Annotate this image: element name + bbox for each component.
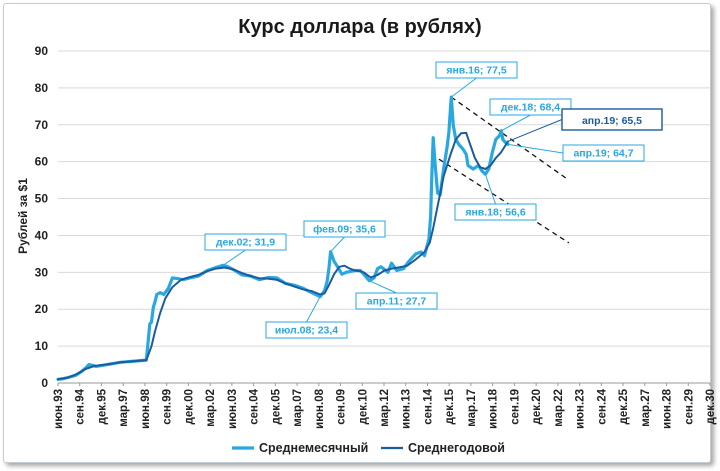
- annotation-box: [454, 203, 537, 221]
- annotation-box: [561, 108, 663, 131]
- x-tick-label: мар.97: [118, 389, 130, 427]
- y-tick-label: 20: [35, 302, 49, 316]
- trendline: [431, 153, 570, 244]
- x-tick-label: дек.95: [96, 388, 108, 424]
- x-tick-label: мар.12: [379, 389, 391, 427]
- annotation-label: фев.09; 35,6: [313, 224, 376, 236]
- data-annotations: дек.02; 31,9 июл.08; 23,4 фев.09; 35,6 апр.…: [204, 61, 663, 339]
- x-tick-label: сен.94: [75, 388, 87, 424]
- x-tick-label: сен.24: [596, 388, 608, 424]
- x-tick-label: мар.17: [466, 389, 478, 427]
- annotation-callout: апр.19; 65,5: [507, 108, 663, 142]
- trendlines: [431, 96, 570, 244]
- annotation-callout: янв.18; 56,6: [454, 174, 537, 221]
- x-tick-label: июн.23: [575, 389, 587, 429]
- annotation-callout: июл.08; 23,4: [265, 296, 348, 339]
- x-tick-label: дек.30: [705, 389, 717, 424]
- x-tick-label: сен.29: [683, 389, 695, 425]
- x-tick-label: дек.00: [183, 389, 195, 424]
- y-tick-label: 60: [35, 155, 49, 169]
- y-tick-label: 0: [41, 376, 48, 390]
- annotation-box: [303, 220, 386, 238]
- x-tick-label: июн.28: [662, 388, 674, 428]
- annotation-box: [355, 292, 438, 310]
- annotation-callout: янв.16; 77,5: [435, 61, 518, 98]
- gridlines: [58, 50, 710, 384]
- annotation-leader: [306, 296, 321, 323]
- annotation-leader: [222, 249, 246, 266]
- annotation-box: [562, 144, 645, 162]
- x-tick-label: июн.08: [314, 388, 326, 428]
- annotation-leader: [507, 119, 563, 142]
- y-tick-label: 50: [35, 192, 49, 206]
- x-tick-label: мар.07: [292, 389, 304, 427]
- x-tick-label: дек.25: [618, 388, 630, 424]
- annotation-box: [489, 98, 572, 116]
- annotation-leader: [507, 143, 564, 154]
- y-axis-ticks: 0 10 20 30 40 50 60 70 80 90: [35, 44, 49, 390]
- series-line: [57, 131, 509, 381]
- y-tick-label: 40: [35, 228, 49, 242]
- x-tick-label: мар.02: [205, 389, 217, 427]
- y-tick-label: 10: [35, 339, 49, 353]
- legend: Среднемесячный Среднегодовой: [232, 441, 505, 455]
- y-tick-label: 90: [35, 44, 49, 58]
- legend-item: Среднегодовой: [381, 441, 505, 455]
- x-tick-label: сен.04: [249, 388, 261, 424]
- series-lines: [56, 95, 510, 381]
- x-tick-label: дек.10: [357, 389, 369, 424]
- annotation-callout: дек.02; 31,9: [204, 233, 287, 266]
- y-tick-label: 80: [35, 81, 49, 95]
- annotation-box: [435, 61, 518, 79]
- annotation-label: янв.18; 56,6: [465, 207, 526, 219]
- y-tick-label: 70: [35, 118, 49, 132]
- x-axis-ticks: июн.93 сен.94 дек.95 мар.97 июн.98 сен.99 дек.…: [53, 383, 717, 429]
- annotation-label: дек.02; 31,9: [216, 237, 275, 249]
- x-tick-label: дек.20: [531, 389, 543, 424]
- annotation-callout: дек.18; 68,4: [489, 98, 572, 132]
- x-tick-label: мар.22: [553, 389, 565, 427]
- x-tick-label: мар.27: [640, 389, 652, 427]
- annotation-label: апр.19; 65,5: [582, 115, 642, 127]
- y-tick-label: 30: [35, 265, 49, 279]
- annotation-leader: [484, 174, 496, 205]
- legend-label: Среднегодовой: [408, 441, 505, 455]
- annotation-leader: [369, 280, 397, 294]
- annotation-leader: [450, 77, 477, 98]
- annotation-label: дек.18; 68,4: [501, 102, 560, 114]
- annotation-box: [265, 321, 348, 339]
- x-tick-label: сен.09: [336, 389, 348, 425]
- trendline: [450, 96, 570, 181]
- x-tick-label: сен.19: [509, 389, 521, 425]
- legend-item: Среднемесячный: [232, 441, 368, 455]
- annotation-label: июл.08; 23,4: [275, 325, 338, 337]
- x-tick-label: июн.98: [140, 388, 152, 428]
- annotation-label: апр.11; 27,7: [367, 296, 427, 308]
- x-tick-label: июн.93: [53, 389, 65, 429]
- x-tick-label: сен.14: [422, 388, 434, 424]
- y-axis-label: Рублей за $1: [16, 178, 30, 254]
- annotation-callout: апр.19; 64,7: [507, 143, 645, 162]
- x-tick-label: сен.99: [162, 389, 174, 425]
- annotation-leader: [501, 114, 531, 132]
- x-tick-label: июн.18: [488, 388, 500, 428]
- x-tick-label: дек.05: [270, 388, 282, 424]
- x-tick-label: дек.15: [444, 388, 456, 424]
- annotation-label: апр.19; 64,7: [573, 148, 633, 160]
- annotation-callout: фев.09; 35,6: [303, 220, 386, 253]
- x-tick-label: июн.13: [401, 389, 413, 429]
- legend-label: Среднемесячный: [259, 441, 368, 455]
- annotation-label: янв.16; 77,5: [446, 65, 507, 77]
- annotation-callout: апр.11; 27,7: [355, 280, 438, 310]
- chart-title: Курс доллара (в рублях): [238, 16, 481, 38]
- annotation-leader: [330, 236, 345, 253]
- x-tick-label: июн.03: [227, 389, 239, 429]
- annotation-box: [204, 233, 287, 251]
